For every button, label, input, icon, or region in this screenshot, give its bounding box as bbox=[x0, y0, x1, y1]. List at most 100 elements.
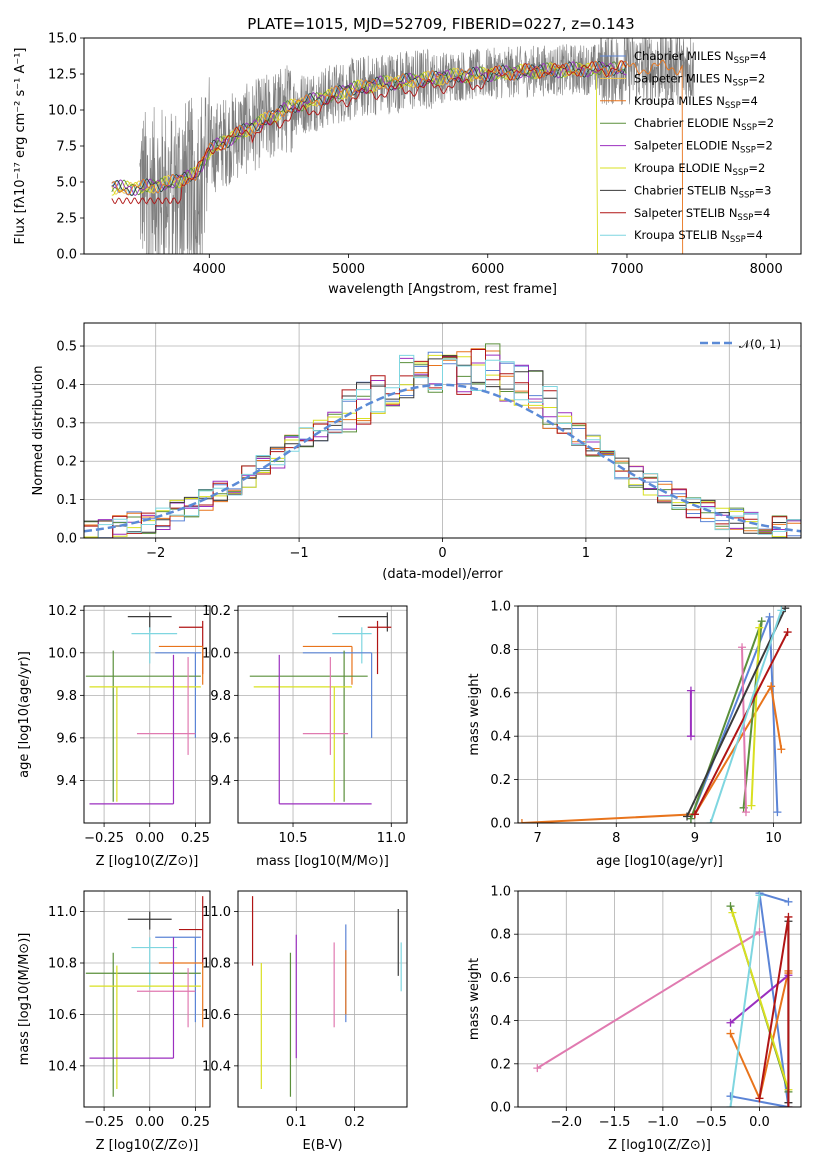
x-tick-label: 6000 bbox=[471, 262, 504, 277]
y-tick-label: 10.6 bbox=[48, 1008, 77, 1023]
weight-marker bbox=[726, 902, 735, 911]
legend-entry: Chabrier MILES NSSP=4 bbox=[634, 49, 766, 66]
x-axis-label: E(B-V) bbox=[302, 1138, 342, 1153]
plot-area bbox=[251, 896, 402, 1097]
weight-line-kroupa-stelib bbox=[709, 609, 783, 823]
weight-marker bbox=[726, 1092, 735, 1101]
y-tick-label: 10.8 bbox=[202, 957, 231, 972]
y-tick-label: 10.0 bbox=[48, 646, 77, 661]
x-tick-label: 7000 bbox=[610, 262, 643, 277]
y-tick-label: 11.0 bbox=[48, 905, 77, 920]
x-tick-label: 0.00 bbox=[135, 831, 164, 846]
y-tick-label: 9.8 bbox=[210, 689, 231, 704]
weight-marker bbox=[747, 801, 756, 810]
legend-entry: Kroupa STELIB NSSP=4 bbox=[634, 228, 763, 245]
x-tick-label: 1 bbox=[582, 546, 590, 561]
panel-residuals: −2 −1 0 1 2 0.0 0.1 0.2 0.3 0.4 0.5 𝒩(0, 1) (data-mo… bbox=[31, 322, 802, 582]
y-tick-label: 10.4 bbox=[202, 1059, 231, 1074]
y-tick-label: 0.3 bbox=[56, 416, 77, 431]
y-tick-label: 0.2 bbox=[490, 1057, 511, 1072]
weight-marker bbox=[755, 623, 764, 632]
y-axis-label: mass [log10(M/M⊙)] bbox=[17, 933, 32, 1066]
x-tick-label: −1 bbox=[290, 546, 309, 561]
y-axis-label: Flux [fλ10⁻¹⁷ erg cm⁻² s⁻¹ A⁻¹] bbox=[13, 48, 28, 245]
x-tick-label: 4000 bbox=[193, 262, 226, 277]
axes-frame bbox=[517, 890, 802, 1108]
weight-marker bbox=[755, 1094, 764, 1103]
x-tick-label: 0.0 bbox=[749, 1115, 770, 1130]
y-tick-label: 10.8 bbox=[48, 957, 77, 972]
x-tick-label: 0 bbox=[438, 546, 446, 561]
y-tick-label: 0.0 bbox=[490, 817, 511, 832]
legend-entry: Chabrier ELODIE NSSP=2 bbox=[634, 116, 774, 133]
y-tick-label: 12.5 bbox=[48, 68, 77, 83]
figure-title: PLATE=1015, MJD=52709, FIBERID=0227, z=0… bbox=[247, 15, 634, 33]
y-tick-label: 0.4 bbox=[490, 730, 511, 745]
weight-marker bbox=[686, 686, 695, 695]
model-line-chabrier-stelib bbox=[111, 60, 627, 197]
axes-frame bbox=[237, 605, 408, 824]
weight-marker bbox=[783, 628, 792, 637]
plot-area bbox=[85, 896, 204, 1097]
plot-area bbox=[533, 891, 793, 1107]
histogram-kroupa-stelib bbox=[84, 354, 801, 538]
weight-marker bbox=[518, 819, 526, 823]
y-tick-label: 9.6 bbox=[56, 731, 77, 746]
weight-marker bbox=[728, 908, 737, 917]
x-tick-label: −0.25 bbox=[84, 1115, 124, 1130]
x-axis-label: Z [log10(Z/Z⊙)] bbox=[608, 1138, 711, 1153]
x-axis-label: Z [log10(Z/Z⊙)] bbox=[96, 1138, 199, 1153]
x-axis-label: (data-model)/error bbox=[382, 567, 503, 582]
x-tick-label: 9 bbox=[691, 831, 699, 846]
y-tick-label: 0.0 bbox=[56, 532, 77, 547]
y-tick-label: 7.5 bbox=[56, 140, 77, 155]
weight-line-kroupa-stelib bbox=[729, 895, 761, 1107]
weight-line-extra bbox=[536, 931, 761, 1069]
weight-marker bbox=[690, 810, 699, 819]
y-tick-label: 0.1 bbox=[56, 493, 77, 508]
y-tick-label: 10.2 bbox=[48, 604, 77, 619]
axes-frame bbox=[83, 322, 802, 539]
x-axis-label: age [log10(age/yr)] bbox=[596, 854, 723, 869]
panel-age-vs-Z: −0.25 0.00 0.25 9.4 9.6 9.8 10.0 10.2 Z [log10(Z… bbox=[17, 604, 211, 869]
x-tick-label: 10.5 bbox=[279, 831, 308, 846]
plot-area bbox=[518, 606, 792, 823]
y-tick-label: 0.2 bbox=[490, 773, 511, 788]
y-tick-label: 0.6 bbox=[490, 971, 511, 986]
x-tick-label: −1.5 bbox=[599, 1115, 631, 1130]
model-line-salpeter-stelib bbox=[111, 60, 627, 205]
y-tick-label: 0.8 bbox=[490, 928, 511, 943]
gaussian-curve bbox=[84, 383, 801, 533]
x-tick-label: 7 bbox=[534, 831, 542, 846]
weight-marker bbox=[741, 808, 750, 817]
y-tick-label: 5.0 bbox=[56, 176, 77, 191]
x-tick-label: −0.5 bbox=[695, 1115, 727, 1130]
plot-area bbox=[85, 612, 204, 805]
weight-marker bbox=[726, 1103, 735, 1107]
y-axis-label: age [log10(age/yr)] bbox=[17, 651, 32, 778]
legend-entry: Kroupa ELODIE NSSP=2 bbox=[634, 161, 765, 178]
x-tick-label: 8000 bbox=[750, 262, 783, 277]
x-tick-label: −1.0 bbox=[647, 1115, 679, 1130]
y-tick-label: 10.0 bbox=[202, 646, 231, 661]
y-tick-label: 0.0 bbox=[490, 1101, 511, 1116]
y-tick-label: 9.4 bbox=[210, 774, 231, 789]
weight-line-chabrier-stelib bbox=[686, 607, 787, 817]
y-tick-label: 2.5 bbox=[56, 212, 77, 227]
y-axis-label: mass weight bbox=[467, 673, 482, 755]
x-tick-label: 0.00 bbox=[135, 1115, 164, 1130]
plot-area bbox=[111, 38, 695, 254]
y-tick-label: 0.2 bbox=[56, 455, 77, 470]
axes-frame bbox=[83, 890, 211, 1108]
weight-marker bbox=[784, 1103, 793, 1107]
weight-marker bbox=[777, 745, 786, 754]
weight-marker bbox=[755, 928, 764, 937]
y-tick-label: 0.4 bbox=[56, 378, 77, 393]
legend-entry: Salpeter STELIB NSSP=4 bbox=[634, 206, 770, 223]
y-tick-label: 9.4 bbox=[56, 774, 77, 789]
weight-marker bbox=[765, 612, 774, 621]
x-tick-label: 2 bbox=[725, 546, 733, 561]
axes-frame bbox=[83, 605, 211, 824]
x-tick-label: 8 bbox=[612, 831, 620, 846]
